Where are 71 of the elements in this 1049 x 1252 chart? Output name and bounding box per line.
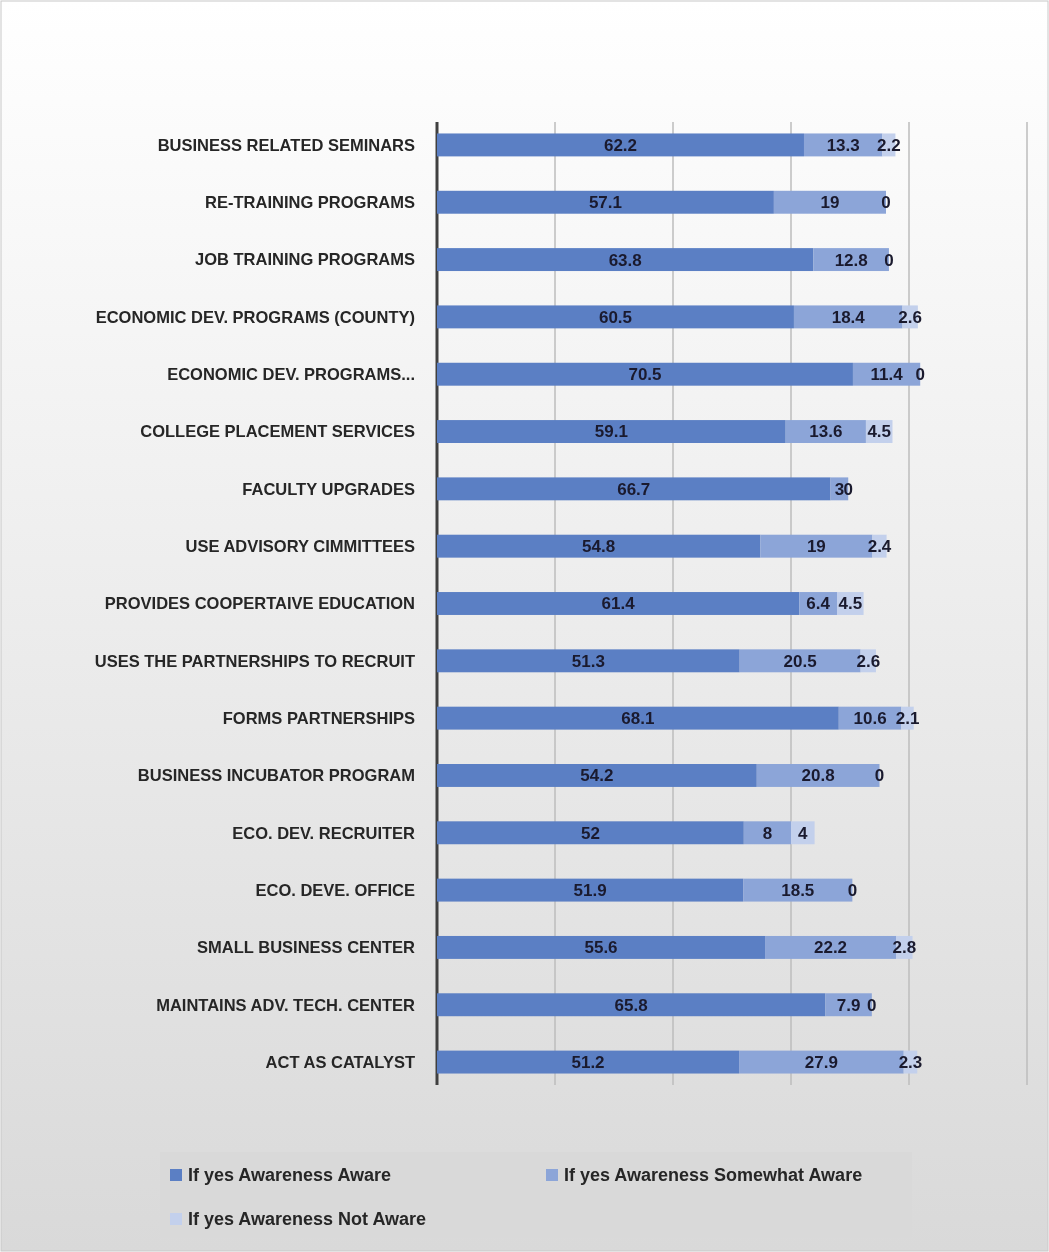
data-label: 60.5 bbox=[598, 307, 633, 327]
legend-label: If yes Awareness Not Aware bbox=[188, 1209, 427, 1230]
data-label: 0 bbox=[884, 250, 894, 270]
legend-label: If yes Awareness Aware bbox=[188, 1165, 392, 1186]
data-label: 20.8 bbox=[801, 766, 835, 786]
data-label: 51.3 bbox=[571, 651, 605, 671]
data-label: 2.8 bbox=[892, 938, 917, 958]
data-label: 3 bbox=[834, 479, 845, 499]
data-label: 2.3 bbox=[898, 1053, 923, 1073]
data-label: 2.1 bbox=[895, 709, 920, 729]
data-label: 4.5 bbox=[867, 422, 892, 442]
y-tick-label: FORMS PARTNERSHIPS bbox=[222, 708, 415, 727]
legend-label: If yes Awareness Somewhat Aware bbox=[564, 1165, 863, 1186]
data-label: 2.6 bbox=[898, 307, 922, 327]
y-tick-label: ECO. DEVE. OFFICE bbox=[255, 880, 415, 899]
data-label: 61.4 bbox=[601, 594, 636, 614]
data-label: 2.6 bbox=[856, 651, 881, 671]
data-label: 6.4 bbox=[806, 594, 831, 614]
data-label: 57.1 bbox=[588, 193, 622, 213]
data-label: 12.8 bbox=[834, 250, 868, 270]
y-tick-label: FACULTY UPGRADES bbox=[242, 479, 415, 498]
data-label: 66.7 bbox=[617, 479, 651, 499]
data-label: 7.9 bbox=[836, 995, 861, 1015]
y-tick-label: JOB TRAINING PROGRAMS bbox=[194, 250, 415, 269]
data-label: 54.2 bbox=[580, 766, 614, 786]
y-tick-label: ECONOMIC DEV. PROGRAMS... bbox=[167, 364, 415, 383]
data-label: 27.9 bbox=[804, 1053, 838, 1073]
data-label: 52 bbox=[580, 823, 600, 843]
data-label: 65.8 bbox=[614, 995, 648, 1015]
y-tick-label: ECO. DEV. RECRUITER bbox=[232, 823, 416, 842]
data-label: 70.5 bbox=[628, 365, 662, 385]
data-label: 0 bbox=[843, 479, 853, 499]
data-label: 0 bbox=[867, 995, 877, 1015]
y-tick-label: SMALL BUSINESS CENTER bbox=[197, 938, 416, 957]
y-tick-label: RE-TRAINING PROGRAMS bbox=[205, 193, 415, 212]
data-label: 62.2 bbox=[603, 135, 638, 155]
y-tick-label: BUSINESS INCUBATOR PROGRAM bbox=[137, 766, 415, 785]
data-label: 8 bbox=[762, 823, 773, 843]
data-label: 63.8 bbox=[608, 250, 642, 270]
data-label: 68.1 bbox=[621, 709, 655, 729]
data-label: 51.9 bbox=[573, 881, 607, 901]
data-label: 4.5 bbox=[838, 594, 863, 614]
y-tick-label: MAINTAINS ADV. TECH. CENTER bbox=[156, 995, 416, 1014]
data-label: 0 bbox=[874, 766, 885, 786]
data-label: 18.4 bbox=[831, 307, 866, 327]
data-label: 2.4 bbox=[867, 537, 892, 557]
y-tick-label: ACT AS CATALYST bbox=[265, 1052, 415, 1071]
data-label: 55.6 bbox=[584, 938, 618, 958]
data-label: 20.5 bbox=[783, 651, 817, 671]
data-label: 54.8 bbox=[582, 537, 616, 557]
data-label: 4 bbox=[798, 823, 809, 843]
data-label: 19 bbox=[806, 537, 826, 557]
data-label: 0 bbox=[847, 881, 858, 901]
data-label: 13.3 bbox=[826, 135, 860, 155]
y-tick-label: PROVIDES COOPERTAIVE EDUCATION bbox=[104, 594, 415, 613]
data-label: 19 bbox=[820, 193, 840, 213]
data-label: 0 bbox=[915, 365, 925, 385]
y-tick-label: USES THE PARTNERSHIPS TO RECRUIT bbox=[94, 651, 415, 670]
data-label: 59.1 bbox=[594, 422, 628, 442]
y-tick-label: ECONOMIC DEV. PROGRAMS (COUNTY) bbox=[95, 307, 415, 326]
data-label: 10.6 bbox=[853, 709, 887, 729]
y-tick-label: COLLEGE PLACEMENT SERVICES bbox=[140, 422, 415, 441]
y-tick-label: BUSINESS RELATED SEMINARS bbox=[157, 135, 415, 154]
data-label: 22.2 bbox=[813, 938, 848, 958]
data-label: 51.2 bbox=[571, 1053, 605, 1073]
y-tick-label: USE ADVISORY CIMMITTEES bbox=[185, 536, 415, 555]
data-label: 18.5 bbox=[781, 881, 815, 901]
data-label: 13.6 bbox=[809, 422, 843, 442]
data-label: 11.4 bbox=[870, 365, 904, 385]
data-label: 0 bbox=[881, 193, 891, 213]
data-label: 2.2 bbox=[877, 135, 901, 155]
